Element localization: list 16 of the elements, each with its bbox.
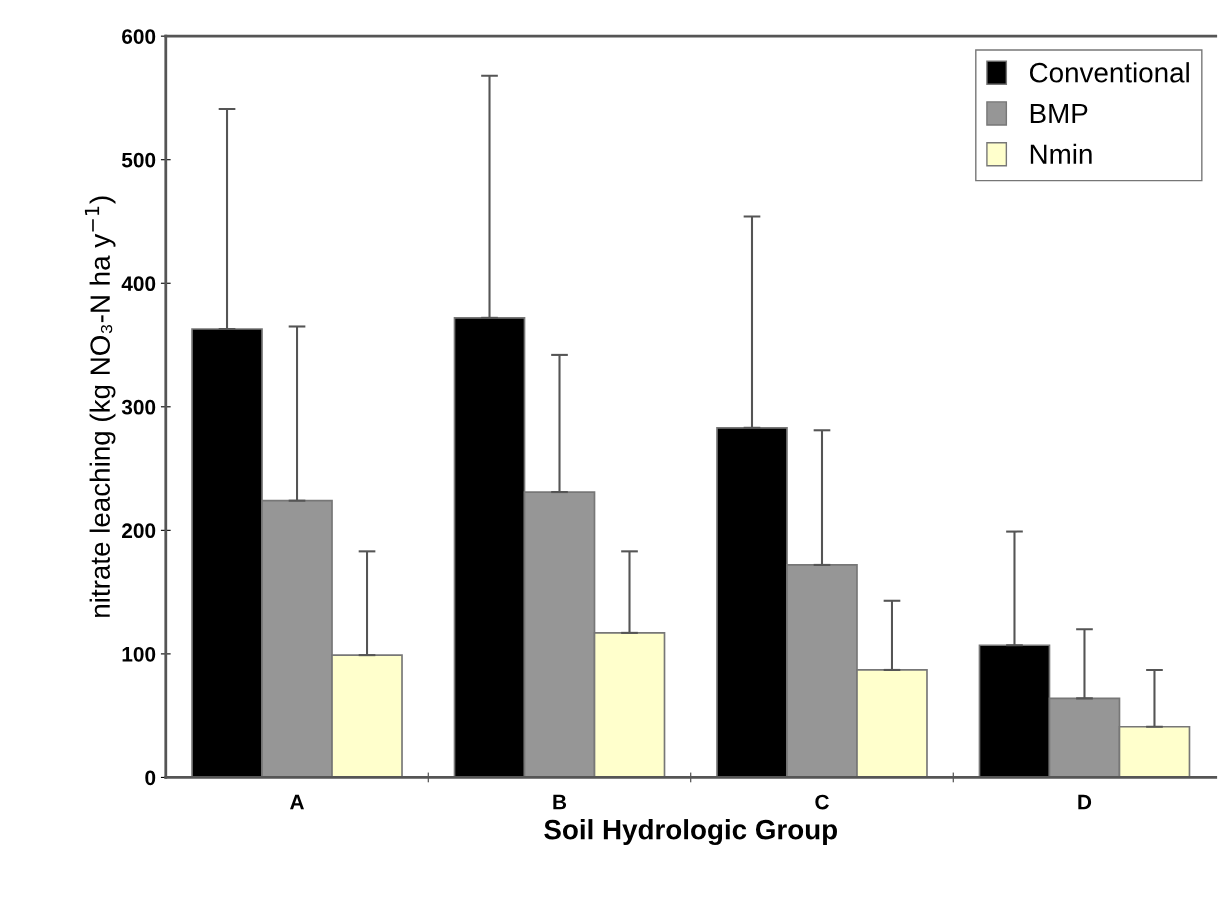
x-tick-label: D: [1078, 794, 1092, 810]
y-tick-label: 500: [121, 152, 156, 168]
y-tick-label: 200: [122, 523, 156, 539]
y-tick-label: 0: [145, 770, 156, 786]
x-tick-label: B: [553, 794, 567, 810]
y-tick-label: 300: [121, 399, 156, 415]
legend-label: Conventional: [1029, 62, 1189, 83]
y-tick-label: 400: [121, 276, 156, 292]
legend-label: BMP: [1030, 103, 1088, 124]
legend-label: Nmin: [1030, 143, 1092, 164]
y-tick-label: 600: [122, 29, 156, 44]
x-tick-label: A: [290, 794, 304, 810]
x-tick-label: C: [815, 794, 829, 810]
y-axis-title: nitrate leaching (kg NO₃-N ha y$^{−1}$): [84, 196, 116, 617]
y-tick-label: 100: [122, 646, 156, 662]
x-axis-title: Soil Hydrologic Group: [544, 819, 837, 846]
